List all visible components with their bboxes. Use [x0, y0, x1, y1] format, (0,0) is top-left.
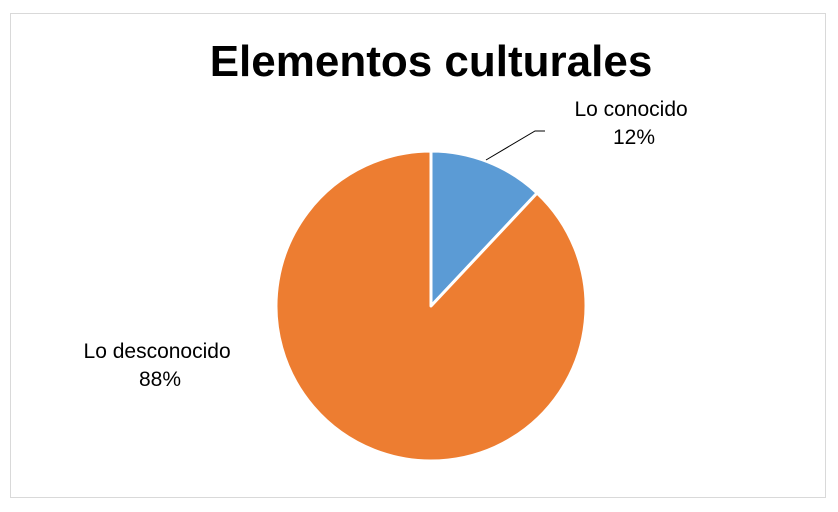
pie-slice-lo-desconocido: [276, 151, 586, 461]
data-label-percent: 12%: [613, 126, 655, 149]
data-label-lo-conocido: Lo conocido 12%: [574, 98, 693, 149]
data-label-category: Lo desconocido: [84, 340, 231, 363]
data-label-percent: 88%: [139, 368, 181, 391]
chart-title: Elementos culturales: [210, 37, 653, 86]
data-label-category: Lo conocido: [574, 98, 687, 121]
pie-slices: [276, 151, 586, 461]
data-label-lo-desconocido: Lo desconocido 88%: [84, 340, 237, 391]
leader-line-lo-conocido: [486, 131, 545, 160]
